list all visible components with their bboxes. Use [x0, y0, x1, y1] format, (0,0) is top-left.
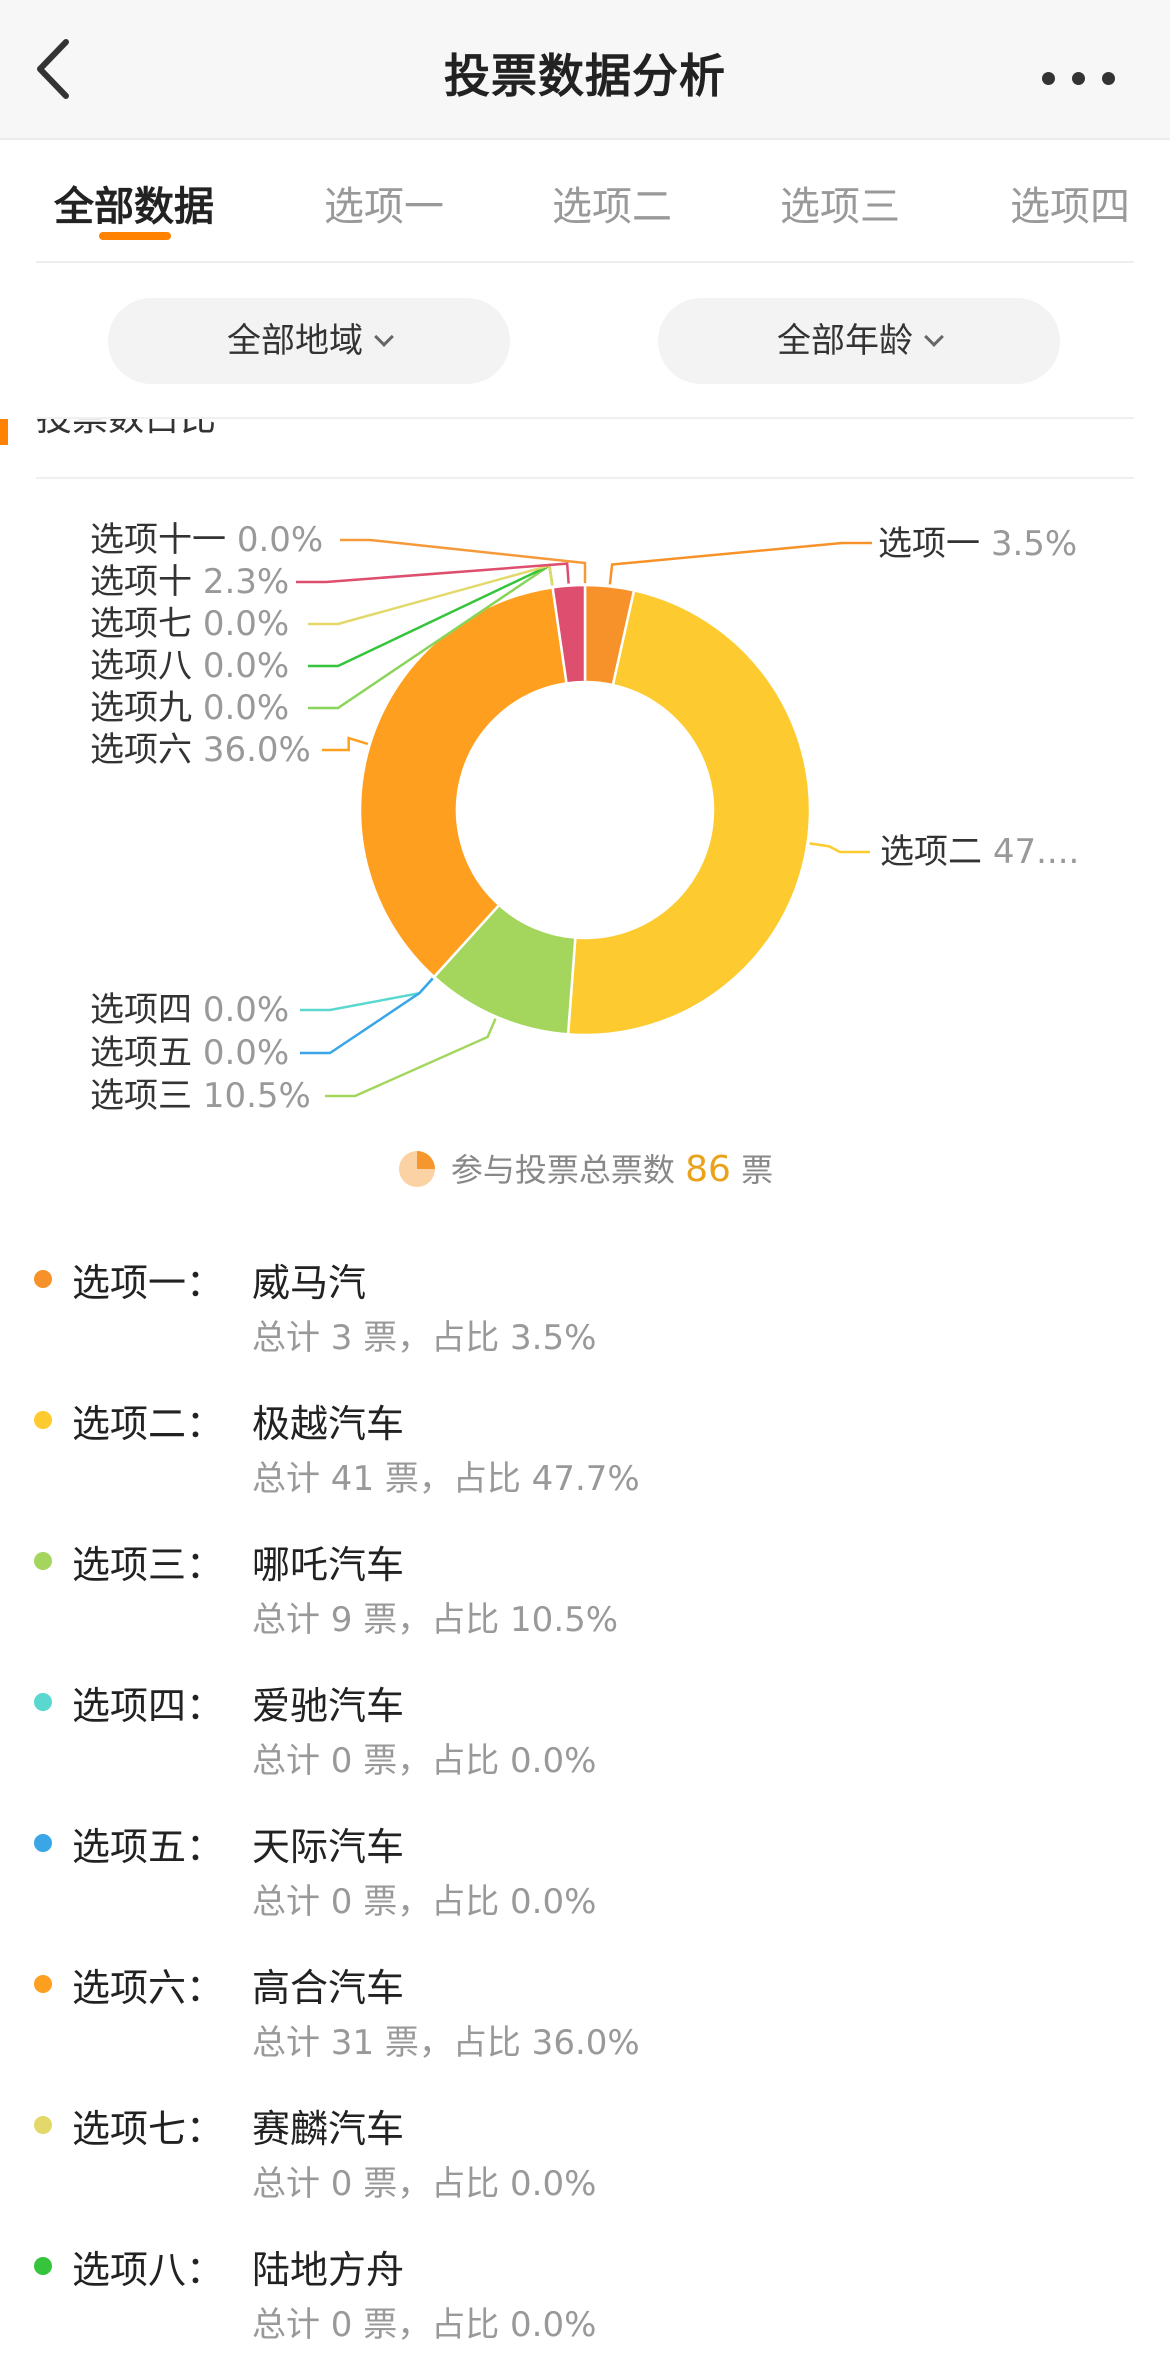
option-label: 选项八：: [72, 2248, 225, 2292]
option-label: 选项一：: [72, 1261, 225, 1305]
option-stat: 总计 31 票，占比 36.0%: [252, 2023, 640, 2063]
color-dot: [34, 1693, 52, 1711]
leader-line: [300, 977, 434, 1055]
age-filter-label: 全部年龄: [777, 321, 913, 361]
chart-label-option-2: 选项二 47....: [880, 832, 1080, 872]
option-label: 选项六：: [72, 1966, 225, 2010]
top-bar: 投票数据分析: [0, 0, 1170, 140]
list-item: 选项二： 极越汽车 总计 41 票，占比 47.7%: [0, 1381, 1170, 1521]
leader-line: [296, 562, 570, 584]
option-brand: 爱驰汽车: [252, 1684, 405, 1728]
leader-line: [809, 842, 870, 854]
option-label: 选项三：: [72, 1543, 225, 1587]
section-header: 投票数占比: [0, 419, 1170, 445]
more-dot-icon: [1072, 72, 1085, 85]
tab-option-3[interactable]: 选项三: [780, 184, 900, 230]
age-filter-dropdown[interactable]: 全部年龄: [658, 298, 1060, 384]
color-dot: [34, 2257, 52, 2275]
tab-all-data[interactable]: 全部数据: [54, 184, 214, 230]
list-item: 选项三： 哪吒汽车 总计 9 票，占比 10.5%: [0, 1522, 1170, 1662]
option-label: 选项二：: [72, 1402, 225, 1446]
divider: [36, 477, 1134, 479]
section-title: 投票数占比: [36, 419, 216, 441]
chart-label-option-4: 选项四 0.0%: [90, 990, 290, 1030]
page-title: 投票数据分析: [444, 49, 726, 103]
option-stat: 总计 0 票，占比 0.0%: [252, 2164, 597, 2204]
option-brand: 天际汽车: [252, 1825, 405, 1869]
option-brand: 哪吒汽车: [252, 1543, 405, 1587]
tab-option-4[interactable]: 选项四: [1010, 184, 1130, 230]
chevron-down-icon: [374, 327, 394, 347]
option-label: 选项七：: [72, 2107, 225, 2151]
list-item: 选项八： 陆地方舟 总计 0 票，占比 0.0%: [0, 2227, 1170, 2353]
donut-slice: [566, 588, 812, 1037]
back-button[interactable]: [28, 36, 88, 102]
leader-line: [340, 538, 587, 583]
pie-chart-icon: [398, 1151, 435, 1187]
color-dot: [34, 1834, 52, 1852]
color-dot: [34, 1552, 52, 1570]
option-brand: 极越汽车: [252, 1402, 405, 1446]
divider: [36, 261, 1134, 263]
chart-label-option-9: 选项九 0.0%: [90, 688, 290, 728]
option-stat: 总计 0 票，占比 0.0%: [252, 2305, 597, 2345]
donut-slice: [358, 585, 568, 979]
donut-slice: [551, 583, 587, 685]
option-brand: 赛麟汽车: [252, 2107, 405, 2151]
leader-line: [608, 541, 872, 585]
divider: [36, 417, 1134, 419]
chart-label-option-3: 选项三 10.5%: [90, 1076, 311, 1116]
tab-option-1[interactable]: 选项一: [324, 184, 444, 230]
option-stat: 总计 9 票，占比 10.5%: [252, 1600, 619, 1640]
option-stat: 总计 41 票，占比 47.7%: [252, 1459, 640, 1499]
option-stat: 总计 0 票，占比 0.0%: [252, 1741, 597, 1781]
leader-line: [300, 977, 434, 1012]
list-item: 选项五： 天际汽车 总计 0 票，占比 0.0%: [0, 1804, 1170, 1944]
tab-bar: 全部数据 选项一 选项二 选项三 选项四: [0, 140, 1170, 262]
chart-label-option-6: 选项六 36.0%: [90, 730, 311, 770]
more-dot-icon: [1102, 72, 1115, 85]
leader-line: [308, 563, 554, 626]
list-item: 选项六： 高合汽车 总计 31 票，占比 36.0%: [0, 1945, 1170, 2085]
color-dot: [34, 2116, 52, 2134]
option-label: 选项四：: [72, 1684, 225, 1728]
color-dot: [34, 1411, 52, 1429]
region-filter-label: 全部地域: [227, 321, 363, 361]
chart-label-option-5: 选项五 0.0%: [90, 1033, 290, 1073]
option-brand: 高合汽车: [252, 1966, 405, 2010]
total-votes-prefix: 参与投票总票数: [450, 1151, 675, 1189]
color-dot: [34, 1270, 52, 1288]
tab-option-2[interactable]: 选项二: [552, 184, 672, 230]
region-filter-dropdown[interactable]: 全部地域: [108, 298, 510, 384]
color-dot: [34, 1975, 52, 1993]
leader-line: [325, 1018, 497, 1098]
list-item: 选项四： 爱驰汽车 总计 0 票，占比 0.0%: [0, 1663, 1170, 1803]
list-item: 选项一： 威马汽 总计 3 票，占比 3.5%: [0, 1240, 1170, 1380]
chevron-left-icon: [37, 39, 69, 99]
chart-label-option-10: 选项十 2.3%: [90, 562, 290, 602]
list-item: 选项七： 赛麟汽车 总计 0 票，占比 0.0%: [0, 2086, 1170, 2226]
chart-label-option-7: 选项七 0.0%: [90, 604, 290, 644]
more-dot-icon: [1042, 72, 1055, 85]
option-brand: 威马汽: [252, 1261, 367, 1305]
total-votes-suffix: 票: [741, 1151, 774, 1189]
vote-share-donut-chart: [296, 538, 872, 1098]
chart-label-option-1: 选项一 3.5%: [878, 524, 1078, 564]
active-tab-indicator: [99, 232, 171, 240]
total-votes-count: 86: [685, 1149, 731, 1190]
option-brand: 陆地方舟: [252, 2248, 405, 2292]
chevron-down-icon: [924, 327, 944, 347]
chart-label-option-11: 选项十一 0.0%: [90, 520, 324, 560]
more-button[interactable]: [1040, 56, 1120, 96]
option-stat: 总计 0 票，占比 0.0%: [252, 1882, 597, 1922]
option-label: 选项五：: [72, 1825, 225, 1869]
chart-label-option-8: 选项八 0.0%: [90, 646, 290, 686]
total-votes: 参与投票总票数 86 票: [0, 1145, 1170, 1191]
option-stat: 总计 3 票，占比 3.5%: [252, 1318, 597, 1358]
section-accent-bar: [0, 419, 8, 445]
leader-line: [322, 736, 369, 752]
